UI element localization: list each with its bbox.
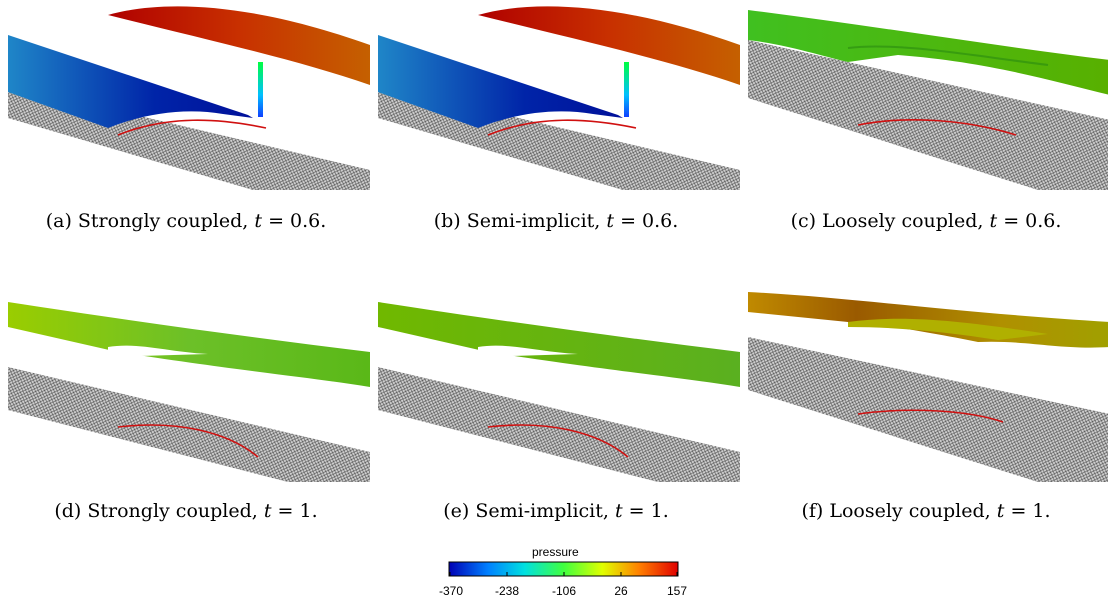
panel-b-image: [378, 0, 740, 190]
fluid-notch: [478, 345, 578, 357]
colorbar-tick-label: -370: [438, 584, 464, 598]
fluid-lower-layer: [8, 35, 253, 128]
caption-a: (a) Strongly coupled, t = 0.6.: [45, 210, 327, 232]
caption-c: (c) Loosely coupled, t = 0.6.: [790, 210, 1062, 232]
colorbar-tick-label: -238: [494, 584, 520, 598]
mesh-plane: [378, 367, 740, 482]
fluid-upper-layer: [108, 6, 370, 85]
colorbar-tick-label: 157: [666, 584, 688, 598]
fluid-notch: [108, 345, 208, 357]
contact-line: [487, 424, 629, 458]
colorbar-title: pressure: [532, 545, 579, 559]
contact-line: [487, 119, 637, 136]
mesh-plane: [748, 40, 1108, 190]
fluid-lower-sheet: [848, 318, 1048, 340]
fluid-layer: [748, 10, 1108, 95]
fluid-layer: [8, 302, 370, 387]
contact-line: [117, 119, 267, 136]
fluid-lower-layer: [378, 35, 623, 128]
panel-d-image: [8, 292, 370, 482]
caption-d: (d) Strongly coupled, t = 1.: [54, 500, 318, 522]
fluid-upper-layer: [478, 6, 740, 85]
colorbar: [448, 561, 679, 577]
fluid-layer: [378, 302, 740, 387]
mesh-plane: [748, 337, 1108, 482]
contact-line: [857, 409, 1004, 423]
colorbar-tick-label: 26: [614, 584, 628, 598]
panel-f-image: [748, 292, 1108, 482]
caption-e: (e) Semi-implicit, t = 1.: [443, 500, 669, 522]
caption-f: (f) Loosely coupled, t = 1.: [801, 500, 1051, 522]
caption-b: (b) Semi-implicit, t = 0.6.: [433, 210, 679, 232]
panel-e-image: [378, 292, 740, 482]
mesh-plane: [8, 367, 370, 482]
contact-line: [117, 424, 259, 458]
panel-a-image: [8, 0, 370, 190]
fluid-stem: [258, 62, 263, 117]
fluid-stem: [624, 62, 629, 117]
fluid-fold: [847, 45, 1049, 66]
panel-c-image: [748, 0, 1108, 190]
colorbar-tick-label: -106: [551, 584, 577, 598]
contact-line: [857, 119, 1017, 136]
